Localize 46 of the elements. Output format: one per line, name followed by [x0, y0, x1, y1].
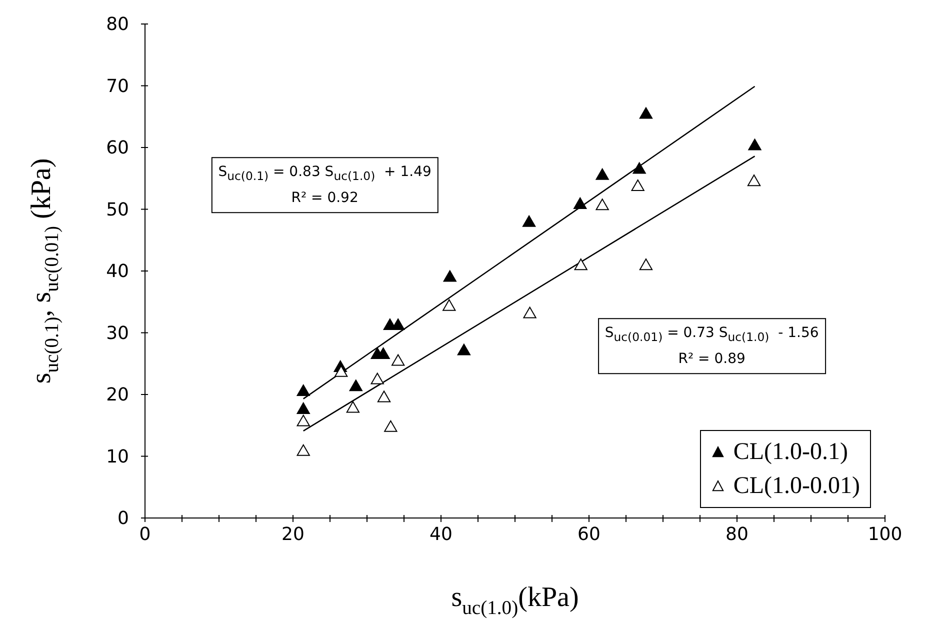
point: [377, 390, 391, 402]
point: [574, 258, 588, 270]
point: [296, 444, 310, 456]
point: [747, 174, 761, 186]
point: [392, 354, 405, 366]
y-tick-label: 50: [106, 199, 129, 220]
text: S$_{uc(0.01)}$ = 0.73 S$_{uc(1.0)}$ - 1.56 R² = 0.89: [604, 324, 819, 367]
y-tick-label: 80: [106, 14, 129, 35]
legend-label: CL(1.0-0.1): [733, 438, 848, 467]
point: [596, 168, 609, 180]
point: [296, 414, 310, 426]
point: [748, 138, 762, 150]
point: [349, 380, 362, 392]
point: [442, 299, 456, 311]
x-tick-label: 20: [282, 524, 304, 545]
point: [639, 258, 653, 270]
point: [523, 306, 536, 318]
point: [522, 215, 536, 227]
x-tick-label: 60: [578, 524, 600, 545]
x-tick-label: 80: [726, 524, 748, 545]
x-axis-title: s$_{uc(1.0)}$(kPa): [451, 582, 579, 619]
y-tick-label: 40: [106, 261, 129, 282]
y-tick-label: 20: [106, 384, 129, 406]
text: S$_{uc(0.1)}$ = 0.83 S$_{uc(1.0)}$ + 1.49 R² = 0.92: [218, 164, 432, 206]
point: [574, 197, 587, 209]
point: [346, 401, 360, 413]
point: [384, 420, 398, 432]
legend-label: CL(1.0-0.01): [733, 472, 860, 501]
point: [443, 270, 456, 282]
y-tick-label: 60: [106, 138, 129, 158]
y-tick-label: 70: [106, 76, 129, 97]
point: [631, 180, 644, 192]
point: [457, 344, 471, 356]
y-tick-label: 30: [106, 322, 129, 344]
y-tick-label: 0: [118, 508, 129, 529]
point: [296, 402, 310, 414]
y-tick-label: 10: [106, 446, 129, 468]
point: [370, 372, 384, 384]
point: [596, 198, 609, 210]
x-tick-label: 0: [139, 524, 151, 545]
point: [334, 365, 348, 377]
point: [632, 162, 646, 174]
x-tick-label: 40: [430, 524, 452, 545]
x-tick-label: 100: [868, 524, 902, 545]
point: [296, 384, 310, 396]
point: [639, 107, 653, 119]
